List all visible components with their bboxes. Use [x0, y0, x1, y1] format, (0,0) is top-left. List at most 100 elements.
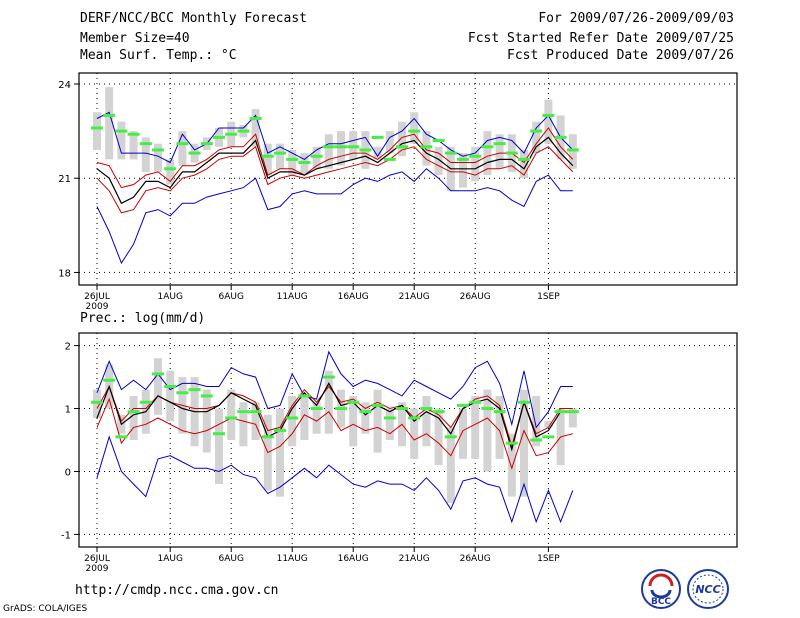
median-marker [200, 142, 213, 146]
median-marker [347, 145, 360, 149]
box-range [520, 149, 528, 179]
box-range [398, 121, 406, 157]
variable-label: Mean Surf. Temp.: °C [80, 48, 237, 63]
median-marker [371, 135, 384, 139]
median-marker [554, 135, 567, 139]
median-marker [444, 151, 457, 155]
median-marker [310, 154, 323, 158]
x-tick-label: 26JUL [84, 554, 110, 564]
median-marker [566, 410, 579, 414]
median-marker [396, 407, 408, 411]
median-marker [542, 113, 555, 117]
forecast-period: For 2009/07/26-2009/09/03 [538, 11, 734, 26]
member-size-label: Member Size=40 [80, 31, 190, 46]
box-range [544, 99, 553, 144]
median-marker [408, 129, 421, 133]
x-tick-label: 1SEP [537, 292, 560, 302]
source-url[interactable]: http://cmdp.ncc.cma.gov.cn [75, 583, 279, 598]
median-marker [383, 157, 396, 161]
median-marker [335, 145, 347, 149]
median-marker [518, 400, 530, 404]
box-range [117, 121, 126, 160]
mean-band-lower-line [96, 145, 574, 214]
box-range [532, 395, 541, 447]
median-marker [493, 142, 506, 146]
median-marker [225, 132, 238, 136]
median-marker [530, 129, 543, 133]
median-marker [152, 148, 164, 152]
y-tick-label: 24 [58, 80, 71, 91]
median-marker [566, 148, 579, 152]
x-tick-label: 21AUG [399, 554, 430, 564]
box-range [251, 109, 260, 147]
median-marker [91, 400, 103, 404]
spread-lower-line [96, 435, 574, 524]
median-marker [274, 151, 286, 155]
median-marker [91, 126, 103, 130]
y-tick-label: 18 [58, 268, 71, 279]
box-range [568, 134, 577, 169]
median-marker [481, 145, 494, 149]
median-marker [249, 117, 262, 121]
box-range [507, 433, 516, 497]
median-marker [530, 438, 543, 442]
median-marker [164, 385, 177, 388]
median-marker [420, 145, 433, 149]
median-marker [444, 435, 457, 439]
box-range [276, 408, 284, 497]
ncc-logo-text: NCC [695, 583, 720, 596]
median-marker [457, 157, 469, 161]
ensemble-mean-line [96, 136, 574, 205]
box-range [251, 402, 260, 440]
box-range [373, 146, 382, 160]
box-range [129, 131, 138, 160]
box-range [446, 427, 455, 503]
median-marker [469, 400, 482, 404]
median-marker [542, 435, 555, 439]
median-marker [347, 400, 360, 404]
median-marker [298, 161, 311, 165]
x-tick-label: 26AUG [460, 292, 491, 302]
x-year-label: 2009 [86, 564, 109, 574]
bcc-logo: BCC [641, 569, 681, 609]
median-marker [139, 142, 152, 146]
median-marker [213, 432, 225, 436]
median-marker [493, 410, 506, 414]
median-marker [432, 410, 445, 414]
box-range [288, 149, 297, 176]
median-marker [213, 135, 225, 139]
median-marker [335, 407, 347, 411]
box-range [178, 131, 187, 166]
median-marker [127, 410, 140, 414]
median-marker [127, 132, 140, 136]
y-tick-label: 1 [65, 405, 71, 416]
bcc-logo-text: BCC [651, 597, 671, 607]
median-marker [249, 410, 262, 414]
box-range [93, 112, 101, 150]
median-marker [286, 157, 299, 161]
mean-band-lower-line [96, 397, 573, 470]
y-tick-label: -1 [61, 530, 71, 541]
x-tick-label: 1AUG [157, 554, 182, 564]
x-tick-label: 16AUG [338, 292, 369, 302]
x-tick-label: 26AUG [460, 554, 491, 564]
median-marker [103, 378, 116, 382]
median-marker [225, 416, 238, 420]
median-marker [286, 416, 299, 420]
median-marker [200, 394, 213, 398]
box-range [105, 87, 114, 160]
box-range [495, 134, 504, 169]
box-range [483, 389, 492, 472]
box-range [263, 143, 272, 176]
y-tick-label: 2 [65, 342, 71, 353]
box-range [410, 408, 419, 459]
box-range [227, 389, 236, 440]
box-range [166, 370, 175, 422]
plot-frame [78, 332, 738, 548]
spread-lower-line [96, 168, 573, 265]
box-range [459, 153, 467, 188]
box-range [154, 358, 162, 415]
median-marker [274, 429, 286, 433]
box-range [239, 402, 248, 447]
x-tick-label: 21AUG [399, 292, 430, 302]
